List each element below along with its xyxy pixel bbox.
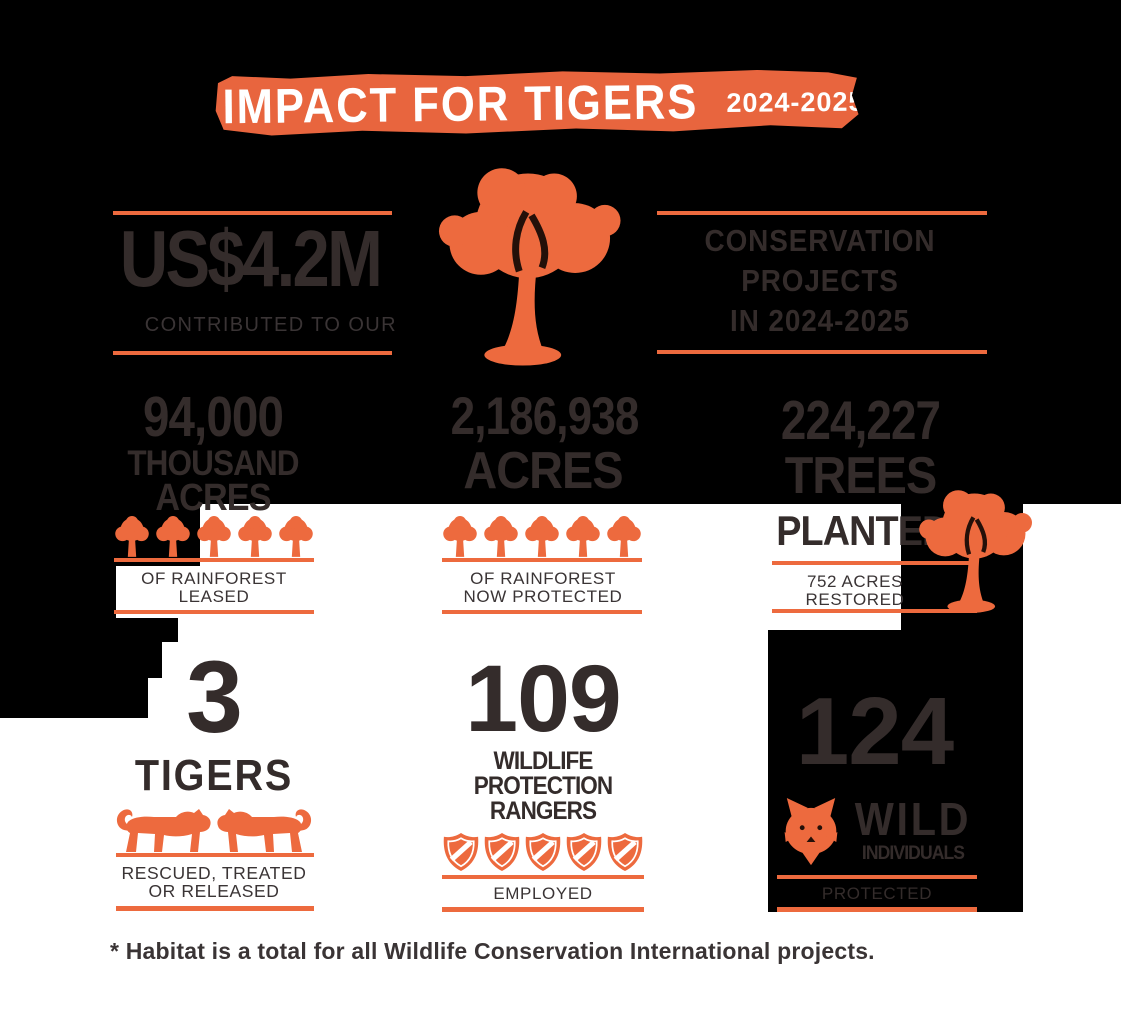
tree-icon bbox=[906, 487, 1043, 615]
shield-row bbox=[442, 830, 644, 874]
divider bbox=[442, 610, 642, 614]
contribution-amount: US$4.2M bbox=[119, 214, 383, 305]
bottom-caption: OR RELEASED bbox=[148, 881, 280, 901]
bottom-number: 109 bbox=[465, 646, 622, 752]
tree-icon bbox=[413, 163, 643, 369]
bottom-label: TIGERS bbox=[134, 751, 294, 800]
projects-block: CONSERVATION PROJECTS IN 2024-2025 bbox=[648, 221, 992, 341]
tiger-pair-icon bbox=[116, 809, 312, 852]
stat-number: 2,186,938 bbox=[450, 386, 640, 446]
stat-caption: OF RAINFOREST bbox=[141, 569, 287, 588]
divider bbox=[442, 907, 644, 912]
background-step-block bbox=[0, 678, 148, 718]
divider bbox=[116, 853, 314, 857]
background-step-block bbox=[0, 618, 178, 642]
projects-line: IN 2024-2025 bbox=[730, 303, 910, 338]
bottom-caption: EMPLOYED bbox=[493, 884, 593, 903]
divider bbox=[113, 351, 392, 355]
stat-unit: PLANTED bbox=[776, 507, 949, 554]
stat-unit: ACRES bbox=[155, 477, 271, 519]
projects-line: PROJECTS bbox=[741, 263, 899, 298]
stat-caption: LEASED bbox=[178, 587, 250, 606]
bottom-number: 3 bbox=[186, 640, 243, 754]
divider bbox=[113, 211, 392, 215]
divider bbox=[657, 211, 987, 215]
divider bbox=[114, 610, 314, 614]
divider bbox=[442, 875, 644, 879]
bottom-label: WILD bbox=[854, 793, 972, 845]
tiger-head-icon bbox=[784, 798, 838, 866]
divider bbox=[657, 350, 987, 354]
stat-number: 224,227 bbox=[780, 390, 941, 452]
tree-row-icon bbox=[442, 516, 642, 560]
shield-icon bbox=[565, 830, 603, 874]
projects-line: CONSERVATION bbox=[704, 223, 936, 258]
contribution-caption: CONTRIBUTED TO OUR bbox=[144, 314, 397, 336]
shield-icon bbox=[606, 830, 644, 874]
stat-number: 94,000 bbox=[142, 385, 284, 449]
stat-caption: NOW PROTECTED bbox=[463, 587, 623, 606]
divider bbox=[777, 875, 977, 879]
divider bbox=[772, 561, 977, 565]
bottom-number: 124 bbox=[795, 678, 954, 785]
shield-icon bbox=[483, 830, 521, 874]
divider bbox=[442, 558, 642, 562]
header-years: 2024-2025 bbox=[726, 86, 865, 119]
stat-caption: RESTORED bbox=[805, 590, 905, 609]
shield-icon bbox=[524, 830, 562, 874]
background-wild-block bbox=[768, 630, 1023, 912]
stat-unit: TREES bbox=[784, 447, 937, 505]
bottom-caption: PROTECTED bbox=[821, 884, 933, 903]
page-title: IMPACT FOR TIGERS bbox=[221, 73, 699, 134]
bottom-label: RANGERS bbox=[489, 797, 597, 825]
divider bbox=[116, 906, 314, 911]
stat-unit: ACRES bbox=[463, 442, 623, 500]
bottom-label: INDIVIDUALS bbox=[861, 842, 965, 864]
background-left-block bbox=[0, 566, 116, 618]
divider bbox=[777, 907, 977, 912]
bottom-label: PROTECTION bbox=[473, 772, 613, 800]
bottom-label: WILDLIFE bbox=[493, 747, 593, 775]
stat-unit: THOUSAND bbox=[127, 444, 299, 483]
stat-caption: 752 ACRES bbox=[806, 572, 904, 591]
shield-icon bbox=[442, 830, 480, 874]
tree-row-icon bbox=[114, 516, 314, 560]
footnote: * Habitat is a total for all Wildlife Co… bbox=[110, 938, 875, 964]
divider bbox=[772, 609, 977, 613]
divider bbox=[114, 558, 314, 562]
background-step-block bbox=[0, 642, 162, 678]
stat-caption: OF RAINFOREST bbox=[470, 569, 616, 588]
bottom-caption: RESCUED, TREATED bbox=[121, 863, 307, 883]
